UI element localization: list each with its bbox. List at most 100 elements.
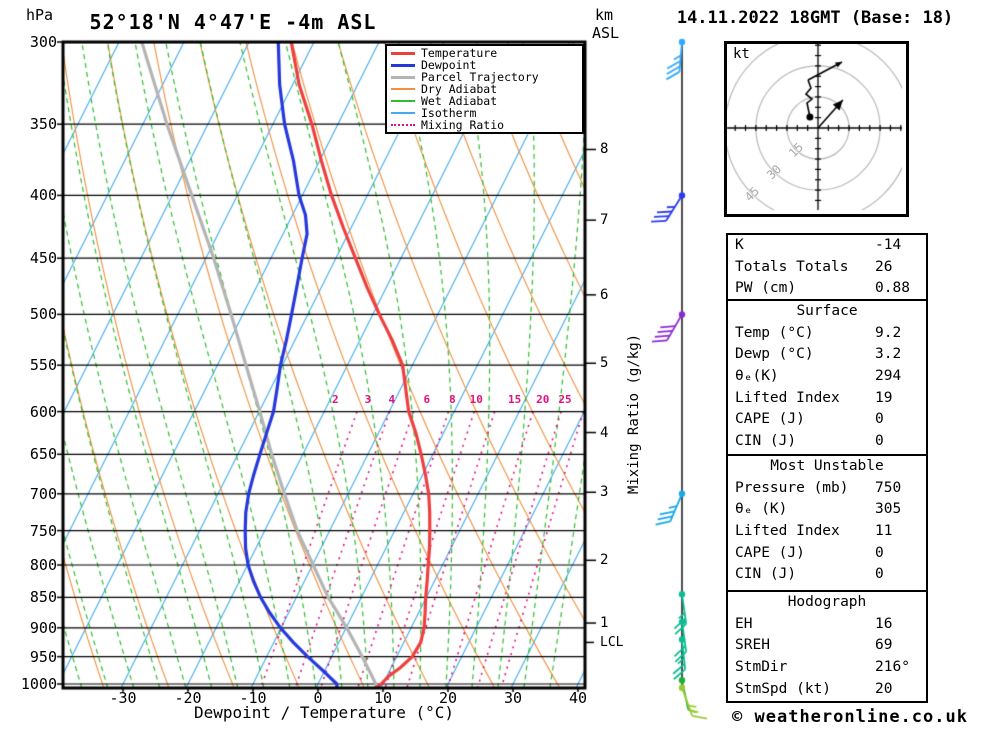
mixing-ratio-value-label: 25 (558, 393, 572, 406)
stats-row: Dewp (°C) 3.2 (728, 344, 926, 366)
stats-row: StmSpd (kt) 20 (728, 679, 926, 701)
pressure-axis-tick-label: 850 (29, 588, 57, 607)
stats-row-label: θₑ (K) (735, 501, 788, 518)
km-axis-tick-label: 7 (600, 212, 609, 229)
pressure-unit-label: hPa (26, 6, 54, 24)
pressure-axis-tick-label: 400 (29, 186, 57, 205)
mixing-ratio-axis-title: Mixing Ratio (g/kg) (626, 333, 642, 495)
stats-row-label: CIN (J) (735, 566, 797, 583)
stats-row-label: Totals Totals (735, 258, 849, 275)
stats-row: Temp (°C) 9.2 (728, 323, 926, 345)
legend-item: Dewpoint (387, 59, 582, 71)
stats-row-label: StmDir (735, 659, 788, 676)
stats-row: θₑ(K) 294 (728, 366, 926, 388)
legend: Temperature Dewpoint Parcel Trajectory Dry … (385, 44, 584, 134)
km-axis-tick-label: 8 (600, 141, 609, 158)
pressure-axis-tick-label: 350 (29, 115, 57, 134)
legend-label: Dry Adiabat (421, 82, 498, 96)
stats-row-label: CAPE (J) (735, 544, 805, 561)
stats-row-label: Lifted Index (735, 389, 840, 406)
run-date: 14.11.2022 18GMT (Base: 18) (676, 8, 954, 28)
stats-row: θₑ (K) 305 (728, 499, 926, 521)
pressure-axis-tick-label: 950 (29, 647, 57, 666)
legend-swatch-thin (391, 88, 415, 90)
stats-row: PW (cm) 0.88 (728, 278, 926, 300)
legend-label: Parcel Trajectory (421, 70, 539, 84)
stats-row-label: Temp (°C) (735, 324, 814, 341)
stats-row-label: Pressure (mb) (735, 479, 849, 496)
stats-box-surface: Surface Temp (°C) 9.2 Dewp (°C) 3.2 θₑ(K) 294 L… (726, 299, 928, 456)
temp-axis-tick-label: 0 (313, 689, 323, 707)
stats-box-hodograph: Hodograph EH 16 SREH 69 StmDir 216° StmSpd (kt)… (726, 590, 928, 703)
stats-row-label: Lifted Index (735, 523, 840, 540)
stats-row: SREH 69 (728, 635, 926, 657)
mixing-ratio-value-label: 15 (507, 393, 522, 406)
stats-row-label: Dewp (°C) (735, 346, 814, 363)
hodograph-frame (724, 41, 909, 217)
pressure-axis-tick-label: 650 (29, 445, 57, 464)
temp-axis-tick-label: -30 (109, 689, 137, 707)
pressure-axis-tick-label: 900 (29, 618, 57, 637)
mixing-ratio-value-label: 3 (364, 393, 372, 406)
km-axis-tick-label: 1 (600, 615, 609, 632)
stats-row: Lifted Index 19 (728, 388, 926, 410)
legend-label: Mixing Ratio (421, 118, 505, 132)
pressure-axis-tick-label: 500 (29, 305, 57, 324)
stats-row-value: 26 (875, 258, 893, 275)
altitude-unit-label: km (595, 6, 614, 24)
mixing-ratio-value-label: 2 (331, 393, 339, 406)
temp-axis-tick-label: 20 (438, 689, 458, 707)
pressure-axis-tick-label: 700 (29, 484, 57, 503)
km-axis-tick-label: 5 (600, 355, 609, 372)
stats-box-indices: K -14 Totals Totals 26 PW (cm) 0.88 (726, 233, 928, 301)
pressure-axis-tick-label: 450 (29, 249, 57, 268)
legend-item: Mixing Ratio (387, 119, 582, 131)
mixing-ratio-value-label: 20 (536, 393, 550, 406)
stats-row-label: SREH (735, 637, 770, 654)
stats-section-title: Surface (796, 303, 858, 319)
temp-axis-tick-label: 10 (373, 689, 393, 707)
legend-swatch-dotted (391, 124, 415, 126)
altitude-datum-label: ASL (592, 24, 620, 42)
stats-row-value: 3.2 (875, 346, 902, 363)
stats-section-title: Hodograph (787, 594, 867, 610)
pressure-axis-tick-label: 800 (29, 556, 57, 574)
stats-row: EH 16 (728, 614, 926, 636)
x-axis-title: Dewpoint / Temperature (°C) (193, 703, 455, 722)
mixing-ratio-value-label: 6 (423, 393, 431, 406)
legend-swatch-thick (391, 63, 415, 67)
stats-row-value: 0 (875, 411, 884, 428)
legend-swatch-thick (391, 51, 415, 55)
stats-row-value: 0 (875, 544, 884, 561)
stats-row-value: 19 (875, 389, 893, 406)
stats-row-label: PW (cm) (735, 280, 797, 297)
stats-row-value: 11 (875, 523, 893, 540)
legend-label: Temperature (421, 46, 498, 60)
stats-row-label: StmSpd (kt) (735, 680, 832, 697)
mixing-ratio-value-label: 8 (449, 393, 456, 406)
stats-row-value: 69 (875, 637, 893, 654)
km-axis-tick-label: 2 (600, 552, 609, 569)
temp-axis-tick-label: 30 (503, 689, 523, 707)
legend-item: Isotherm (387, 107, 582, 119)
pressure-axis-tick-label: 550 (29, 356, 57, 375)
stats-row-label: CAPE (J) (735, 411, 805, 428)
stats-row-value: 0 (875, 566, 884, 583)
stats-row: StmDir 216° (728, 657, 926, 679)
copyright: © weatheronline.co.uk (732, 707, 968, 727)
legend-item: Dry Adiabat (387, 83, 582, 95)
stats-row: CAPE (J) 0 (728, 543, 926, 565)
stats-row-label: CIN (J) (735, 433, 797, 450)
km-axis-tick-label: 3 (600, 484, 609, 501)
stats-box-most-unstable: Most Unstable Pressure (mb) 750 θₑ (K) 305 Li… (726, 454, 928, 592)
legend-label: Wet Adiabat (421, 94, 498, 108)
stats-row-value: -14 (875, 237, 902, 253)
km-axis-tick-label: 4 (600, 424, 609, 441)
pressure-axis-tick-label: 750 (29, 521, 57, 540)
legend-swatch-thick (391, 75, 415, 79)
stats-row-value: 0.88 (875, 280, 910, 297)
temp-axis-tick-label: -10 (239, 689, 267, 707)
pressure-axis-tick-label: 300 (29, 33, 57, 51)
mixing-ratio-value-label: 4 (388, 393, 396, 406)
